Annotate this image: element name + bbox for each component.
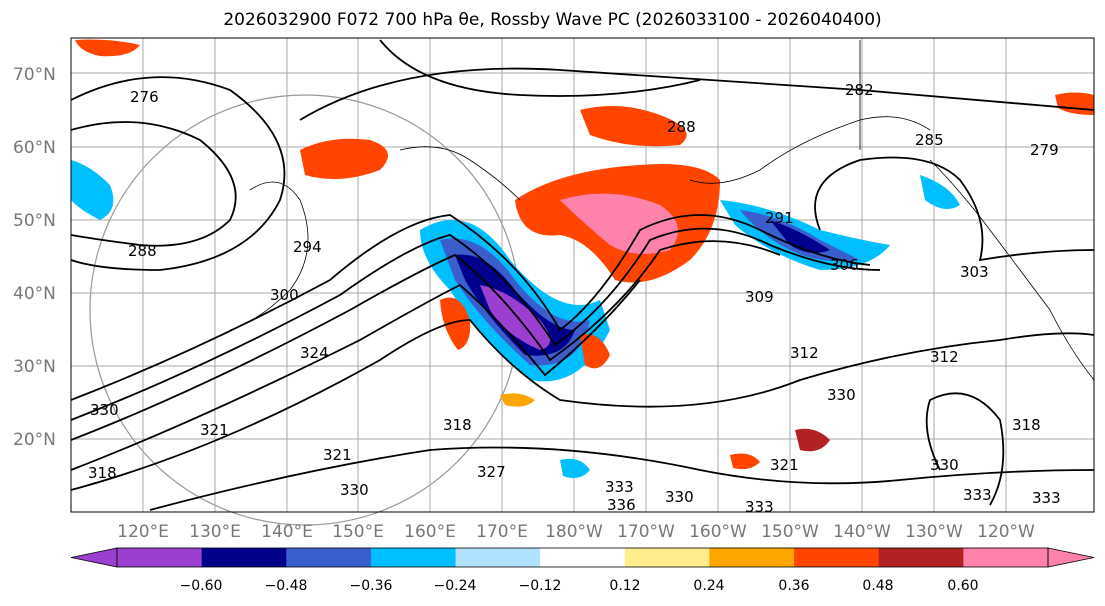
lat-label: 30°N	[13, 357, 56, 377]
lon-label: 180°W	[545, 522, 603, 542]
colorbar-tick-label: −0.12	[519, 578, 562, 594]
colorbar-segment	[624, 548, 710, 567]
lon-label: 170°W	[617, 522, 675, 542]
lat-label: 40°N	[13, 284, 56, 304]
contour-label: 330	[930, 456, 959, 474]
contour-label: 312	[790, 344, 819, 362]
colorbar-tick-label: −0.48	[265, 578, 308, 594]
map-border	[70, 37, 1095, 513]
contour-label: 318	[88, 464, 117, 482]
theta-e-contours	[70, 39, 1095, 511]
contour-label: 279	[1030, 141, 1059, 159]
contour-label: 312	[930, 348, 959, 366]
colorbar-tick-label: 0.24	[693, 578, 724, 594]
lon-label: 160°E	[404, 522, 456, 542]
colorbar-tick-label: −0.60	[180, 578, 223, 594]
colorbar-segment	[878, 548, 964, 567]
colorbar-segment	[709, 548, 795, 567]
contour-label: 276	[130, 88, 159, 106]
contour-label: 327	[477, 463, 506, 481]
colorbar-segment	[286, 548, 372, 567]
colorbar-segment	[794, 548, 880, 567]
contour-label: 333	[745, 498, 774, 516]
lon-label: 140°E	[261, 522, 313, 542]
graticule	[71, 38, 1094, 512]
colorbar-border	[116, 547, 1049, 568]
contour-label: 330	[90, 401, 119, 419]
contour-label: 300	[270, 286, 299, 304]
contour-label: 294	[293, 238, 322, 256]
anomaly-shading	[71, 39, 1094, 478]
colorbar-segment	[455, 548, 541, 567]
colorbar	[70, 547, 1095, 568]
contour-label: 291	[765, 209, 794, 227]
contour-label: 318	[1012, 416, 1041, 434]
lon-label: 170°E	[476, 522, 528, 542]
contour-label: 321	[200, 421, 229, 439]
contour-label: 285	[915, 131, 944, 149]
contour-label: 324	[300, 344, 329, 362]
contour-label: 321	[770, 456, 799, 474]
colorbar-tick-label: 0.36	[778, 578, 809, 594]
contour-label: 288	[128, 242, 157, 260]
contour-label: 306	[830, 256, 859, 274]
colorbar-segment	[117, 548, 203, 567]
lon-label: 140°W	[833, 522, 891, 542]
colorbar-tick-label: −0.24	[434, 578, 477, 594]
colorbar-tick-label: 0.48	[862, 578, 893, 594]
contour-label: 333	[963, 486, 992, 504]
lon-label: 120°W	[977, 522, 1035, 542]
lat-label: 20°N	[13, 430, 56, 450]
colorbar-tick-label: −0.36	[350, 578, 393, 594]
colorbar-segment	[963, 548, 1049, 567]
contour-label: 321	[323, 446, 352, 464]
lon-label: 130°W	[905, 522, 963, 542]
colorbar-ticks: −0.60 −0.48 −0.36 −0.24 −0.12 0.12 0.24 …	[180, 578, 979, 594]
lon-label: 150°W	[761, 522, 819, 542]
contour-label: 309	[745, 288, 774, 306]
contour-label: 330	[665, 488, 694, 506]
colorbar-tick-label: 0.12	[609, 578, 640, 594]
lon-label: 160°W	[689, 522, 747, 542]
map-title: 2026032900 F072 700 hPa θe, Rossby Wave …	[223, 10, 882, 30]
contour-label: 333	[1032, 489, 1061, 507]
coastlines	[229, 40, 1095, 381]
lat-label: 70°N	[13, 65, 56, 85]
map-panel	[71, 38, 1094, 512]
lat-label: 50°N	[13, 211, 56, 231]
contour-label: 330	[827, 386, 856, 404]
colorbar-segment	[540, 548, 626, 567]
contour-label: 282	[845, 81, 874, 99]
lon-label: 120°E	[117, 522, 169, 542]
lon-label: 150°E	[332, 522, 384, 542]
contour-label: 333	[605, 478, 634, 496]
contour-label-group: 276 282 288 285 279 294 291 288 300 306 …	[88, 81, 1061, 516]
colorbar-high-extend	[1047, 547, 1095, 568]
colorbar-segment	[201, 548, 287, 567]
latitude-labels: 70°N 60°N 50°N 40°N 30°N 20°N	[13, 65, 56, 450]
lon-label: 130°E	[189, 522, 241, 542]
contour-label: 330	[340, 481, 369, 499]
longitude-labels: 120°E 130°E 140°E 150°E 160°E 170°E 180°…	[117, 522, 1035, 542]
colorbar-low-extend	[70, 547, 118, 568]
contour-label: 288	[667, 118, 696, 136]
contour-label: 336	[607, 496, 636, 514]
colorbar-segment	[370, 548, 457, 567]
colorbar-tick-label: 0.60	[947, 578, 978, 594]
lat-label: 60°N	[13, 138, 56, 158]
contour-label: 303	[960, 263, 989, 281]
contour-label: 318	[443, 416, 472, 434]
